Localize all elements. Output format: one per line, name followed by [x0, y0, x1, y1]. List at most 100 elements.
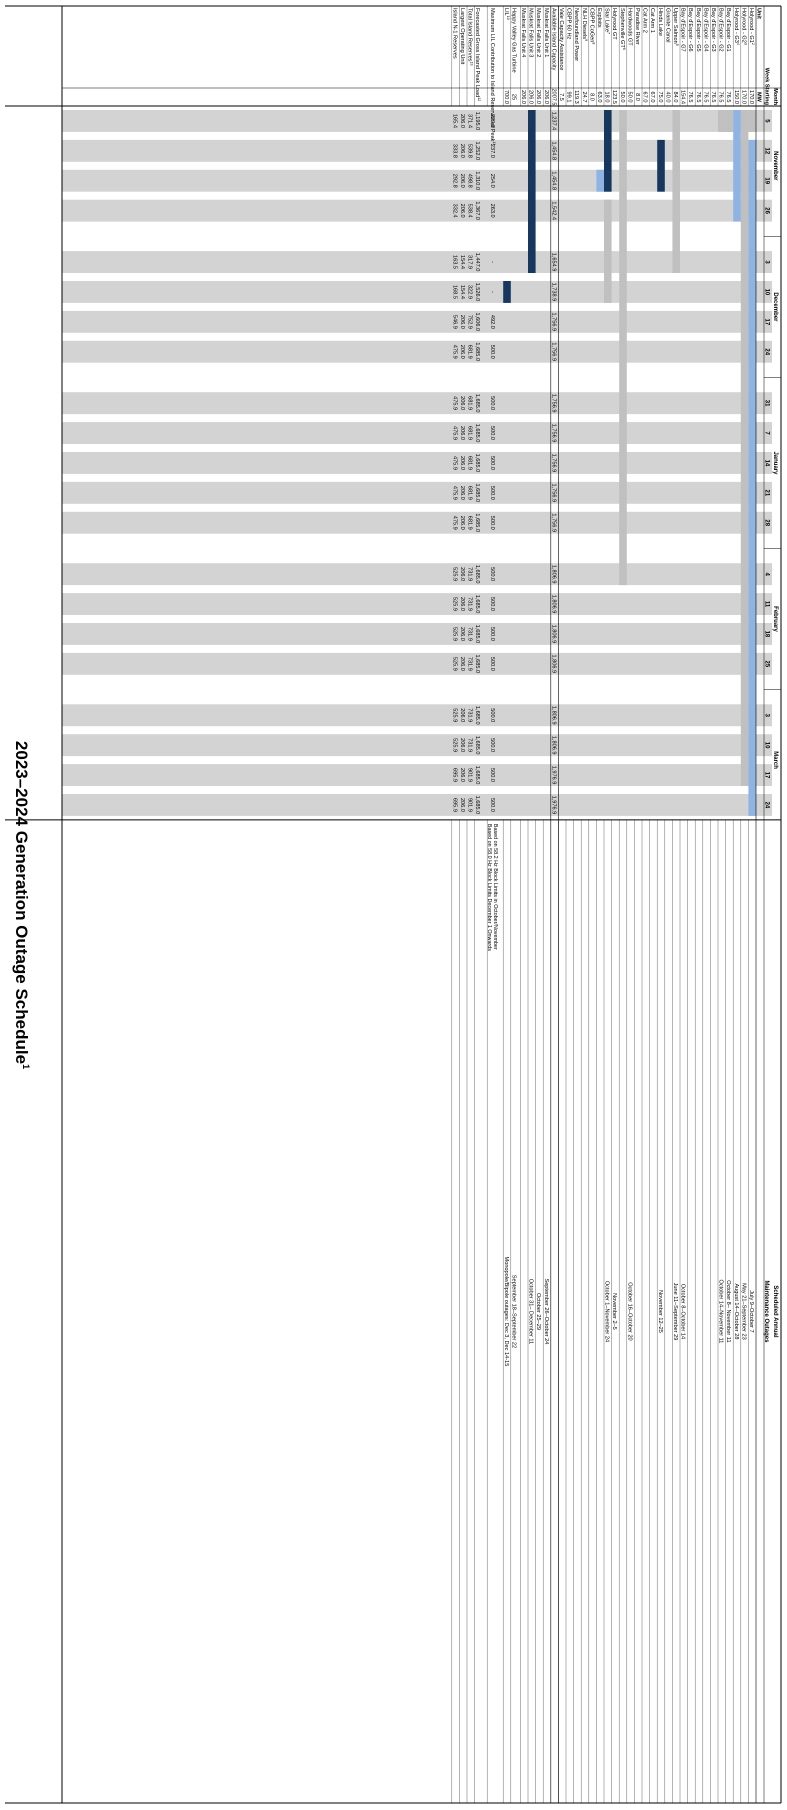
- summary-value: 475.9: [451, 345, 457, 359]
- week-column-stripe: [62, 623, 772, 645]
- summary-label: Largest Operating Unit: [459, 8, 465, 65]
- happy-valley-mw: 25: [510, 94, 516, 100]
- summary-label: Island N-1 Reserves: [451, 8, 457, 59]
- week-label: 10: [764, 289, 770, 296]
- outage-bar-dark-navy: [604, 110, 612, 192]
- unit-name: Bay d'Espoir - G2: [718, 8, 724, 52]
- week-column-stripe: [62, 139, 772, 162]
- summary-value: 1,252.0: [474, 142, 480, 161]
- summary-value: 1,685.0: [474, 706, 480, 725]
- maint-date: October 16–October 20: [626, 1282, 632, 1340]
- block-limit-note: Based on 58.0 Hz Block Limits December 1…: [486, 824, 492, 951]
- outage-bar-light-blue: [733, 110, 741, 222]
- capacity-value: 1,756.9: [550, 424, 556, 443]
- muskrat-unit-name: Muskrat Falls Unit 3: [528, 8, 534, 57]
- summary-value: 317.9: [467, 255, 473, 269]
- lil-contribution-value: 500.0: [489, 657, 495, 671]
- lil-contribution-value: 500.0: [489, 768, 495, 782]
- lil-name: LIL10: [503, 8, 510, 20]
- capacity-value: 1,454.8: [550, 171, 556, 190]
- summary-value: 371.4: [467, 114, 473, 128]
- summary-value: 731.9: [467, 627, 473, 641]
- maint-date: July 9–October 7: [748, 1290, 754, 1332]
- outage-bar-planned-gray: [604, 199, 612, 303]
- lil-contribution-value: 500.0: [489, 486, 495, 500]
- unit-mw: 76.5: [725, 92, 731, 103]
- summary-value: 333.8: [451, 144, 457, 158]
- summary-value: 1,685.0: [474, 736, 480, 755]
- summary-value: 206.0: [459, 768, 465, 782]
- maint-date: Monopole/Bipole outages: Dec 3, Dec 14-1…: [503, 1257, 509, 1367]
- week-column-stripe: [62, 310, 772, 333]
- week-header: Week Starting: [764, 68, 770, 106]
- summary-value: 206.0: [459, 114, 465, 128]
- outage-bar-planned-gray: [717, 110, 726, 132]
- week-label: 3: [764, 260, 770, 264]
- lil-contribution-value: 492.0: [489, 315, 495, 329]
- summary-value: 1,685.0: [474, 454, 480, 473]
- block-limit-note: Based on 58.2 Hz Block Limits in October…: [492, 824, 498, 950]
- week-label: 19: [764, 177, 770, 184]
- capacity-label: Available Island Capacity: [550, 8, 556, 71]
- maint-date: October 1–November 24: [604, 1281, 610, 1342]
- capacity-value: 1,806.9: [550, 655, 556, 674]
- week-column-stripe: [62, 652, 772, 675]
- week-column-stripe: [62, 169, 772, 192]
- week-label: 17: [764, 319, 770, 326]
- muskrat-unit-mw: 206.0: [528, 90, 534, 104]
- week-label: 7: [764, 431, 770, 435]
- capacity-value: 1,542.4: [550, 201, 556, 220]
- unit-mw: 76.5: [710, 92, 716, 103]
- summary-value: 681.9: [467, 396, 473, 410]
- summary-value: 475.9: [451, 486, 457, 500]
- summary-value: 1,447.0: [474, 253, 480, 272]
- unit-mw: 50.0: [626, 92, 632, 103]
- summary-value: 206.0: [459, 345, 465, 359]
- maint-header: Scheduled Annual: [772, 1285, 778, 1337]
- summary-value: 1,367.0: [474, 201, 480, 220]
- lil-mw: 700.0: [503, 90, 509, 104]
- maint-date: September 18–September 22: [510, 1275, 516, 1348]
- happy-valley-name: Happy Valley Gas Turbine: [510, 8, 516, 73]
- summary-value: 538.4: [467, 204, 473, 218]
- month-label: December: [772, 292, 778, 322]
- month-label: March: [772, 751, 778, 769]
- week-column-stripe: [62, 563, 772, 586]
- unit-mw: 76.5: [687, 92, 693, 103]
- unit-name: Bay d'Espoir - G1: [725, 8, 731, 52]
- summary-label: Total Island Reserves13: [467, 8, 474, 65]
- lil-contribution-value: 500.0: [489, 516, 495, 530]
- summary-value: 901.9: [467, 798, 473, 812]
- week-column-stripe: [62, 251, 772, 274]
- summary-value: 1,310.0: [474, 171, 480, 190]
- summary-value: 165.4: [451, 114, 457, 128]
- summary-value: 546.9: [451, 315, 457, 329]
- summary-value: 322.9: [467, 285, 473, 299]
- summary-value: 1,606.0: [474, 313, 480, 332]
- unit-name: Hardwoods GT: [626, 8, 632, 46]
- week-column-stripe: [62, 110, 772, 132]
- unit-header: Unit: [756, 8, 762, 19]
- unit-mw: 8.0: [588, 93, 594, 101]
- lil-contribution-value: -: [489, 291, 495, 293]
- unit-name: Bay d'Espoir - G5: [695, 8, 701, 52]
- unit-mw: 150.0: [733, 90, 739, 104]
- maint-date: October 31– December 11: [528, 1279, 534, 1345]
- capacity-value: 1,237.4: [550, 112, 556, 131]
- summary-value: 695.9: [451, 768, 457, 782]
- week-label: 5: [764, 119, 770, 123]
- unit-name: Cat Arm 1: [649, 8, 655, 33]
- unit-name: CBPP CoGen8: [588, 8, 595, 44]
- unit-mw: 67.0: [649, 92, 655, 103]
- capacity-value: 1,976.9: [550, 766, 556, 785]
- week-label: 28: [764, 519, 770, 526]
- week-column-stripe: [62, 452, 772, 474]
- mw-header: MW: [756, 92, 762, 103]
- week-column-stripe: [62, 511, 772, 534]
- summary-value: 1,685.0: [474, 655, 480, 674]
- summary-value: 154.4: [459, 285, 465, 299]
- lil-contribution-label: Maximum LIL Contribution to Island Reser…: [489, 8, 496, 145]
- unit-mw: 76.5: [695, 92, 701, 103]
- unit-name: Star Lake7: [604, 8, 611, 34]
- lil-contribution-value: 500.0: [489, 567, 495, 581]
